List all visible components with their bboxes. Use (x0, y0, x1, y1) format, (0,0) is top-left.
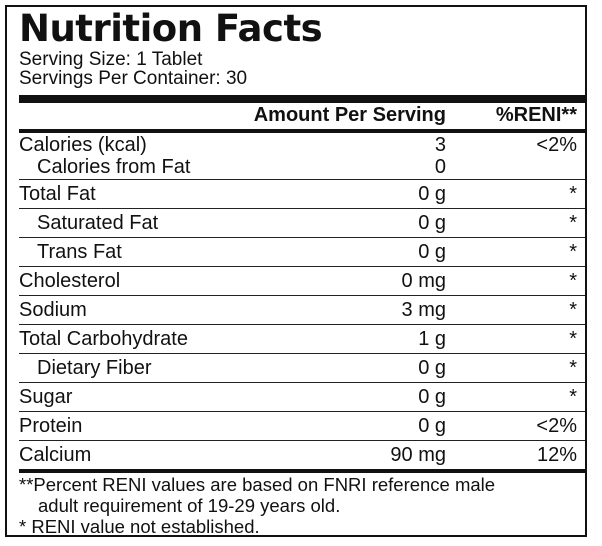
nutrient-amount: 0 g (418, 212, 446, 234)
serving-size: Serving Size: 1 Tablet (19, 49, 203, 70)
nutrient-reni: <2% (536, 415, 577, 437)
nutrient-name: Trans Fat (37, 241, 122, 263)
nutrient-name: Calories from Fat (37, 156, 191, 178)
nutrient-amount: 90 mg (390, 444, 446, 466)
nutrient-amount: 0 mg (401, 270, 446, 292)
nutrition-facts-panel: Nutrition Facts Serving Size: 1 Tablet S… (5, 5, 587, 537)
nutrient-reni: * (569, 270, 577, 292)
nutrient-reni: * (569, 183, 577, 205)
nutrient-row-saturated-fat: Saturated Fat 0 g * (19, 209, 585, 238)
nutrient-reni: * (569, 357, 577, 379)
nutrient-row-trans-fat: Trans Fat 0 g * (19, 238, 585, 267)
reni-footnote-line2: adult requirement of 19-29 years old. (38, 495, 341, 516)
not-established-footnote: * RENI value not established. (19, 516, 260, 537)
nutrient-row-cholesterol: Cholesterol 0 mg * (19, 267, 585, 296)
nutrient-amount: 3 (434, 134, 446, 156)
nutrient-reni: * (569, 212, 577, 234)
nutrient-row-total-carbohydrate: Total Carbohydrate 1 g * (19, 325, 585, 354)
nutrient-amount: 0 g (418, 386, 446, 408)
nutrient-row-calories: Calories (kcal) 3 <2% (19, 133, 585, 156)
nutrient-name: Dietary Fiber (37, 357, 152, 379)
nutrient-amount: 0 g (418, 357, 446, 379)
nutrient-name: Protein (19, 415, 83, 437)
nutrient-amount: 0 g (418, 183, 446, 205)
nutrient-name: Total Carbohydrate (19, 328, 188, 350)
nutrient-name: Sugar (19, 386, 73, 408)
nutrient-reni: * (569, 328, 577, 350)
nutrient-reni: * (569, 241, 577, 263)
nutrient-amount: 0 g (418, 241, 446, 263)
nutrient-name: Saturated Fat (37, 212, 159, 234)
nutrient-row-sodium: Sodium 3 mg * (19, 296, 585, 325)
nutrient-name: Calories (kcal) (19, 134, 147, 156)
footer-divider (19, 469, 585, 473)
nutrient-row-dietary-fiber: Dietary Fiber 0 g * (19, 354, 585, 383)
nutrient-name: Sodium (19, 299, 87, 321)
amount-per-serving-header: Amount Per Serving (253, 104, 446, 126)
panel-title: Nutrition Facts (19, 7, 323, 50)
nutrient-amount: 1 g (418, 328, 446, 350)
nutrient-row-protein: Protein 0 g <2% (19, 412, 585, 441)
nutrient-amount: 0 g (418, 415, 446, 437)
servings-per-container: Servings Per Container: 30 (19, 68, 248, 89)
nutrient-amount: 3 mg (401, 299, 446, 321)
nutrient-reni: * (569, 386, 577, 408)
nutrient-row-total-fat: Total Fat 0 g * (19, 180, 585, 209)
reni-footnote-line1: **Percent RENI values are based on FNRI … (19, 474, 496, 495)
nutrient-row-sugar: Sugar 0 g * (19, 383, 585, 412)
nutrient-reni: * (569, 299, 577, 321)
nutrient-name: Total Fat (19, 183, 96, 205)
nutrient-amount: 0 (434, 156, 446, 178)
nutrient-row-calories-from-fat: Calories from Fat 0 (19, 155, 585, 180)
nutrient-name: Calcium (19, 444, 92, 466)
header-divider (19, 129, 585, 133)
nutrient-reni: <2% (536, 134, 577, 156)
reni-header: %RENI** (495, 104, 577, 126)
nutrient-reni: 12% (536, 444, 577, 466)
thick-divider (19, 95, 585, 103)
nutrient-row-calcium: Calcium 90 mg 12% (19, 441, 585, 469)
nutrient-name: Cholesterol (19, 270, 121, 292)
